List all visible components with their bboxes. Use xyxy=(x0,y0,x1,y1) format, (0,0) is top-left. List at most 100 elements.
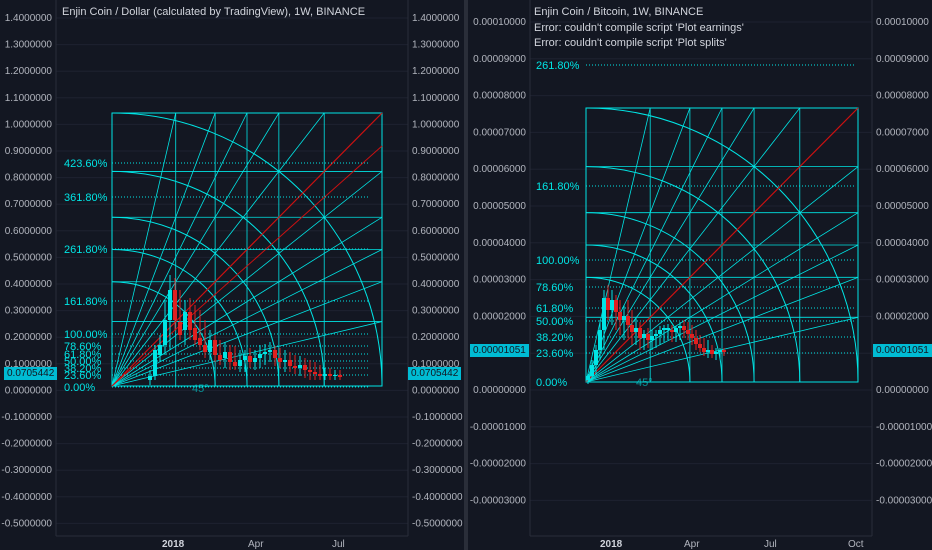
chart-canvas-right[interactable]: 0.00010000 0.00010000 0.00009000 0.00009000… xyxy=(468,0,932,550)
candle-body xyxy=(263,352,267,354)
chart-panel-enj-btc[interactable]: 0.00010000 0.00010000 0.00009000 0.00009000… xyxy=(468,0,932,550)
chart-canvas-left[interactable]: 1.4000000 1.4000000 1.3000000 1.3000000 1.20… xyxy=(0,0,464,550)
candle-body xyxy=(646,334,650,340)
price-label-right: -0.00003000 xyxy=(876,495,932,506)
fan-angle-label: 45° xyxy=(192,383,209,395)
price-label-right: 0.00009000 xyxy=(876,54,929,65)
price-label-left: -0.1000000 xyxy=(1,412,52,423)
price-label-left: -0.00001000 xyxy=(470,422,527,433)
price-label-right: 0.00007000 xyxy=(876,127,929,138)
price-label-right: 0.2000000 xyxy=(412,332,460,343)
time-axis-label: Apr xyxy=(248,539,264,550)
panel-divider[interactable] xyxy=(464,0,468,550)
price-label-right: -0.00002000 xyxy=(876,459,932,470)
candle-body xyxy=(634,328,638,332)
fib-level-label: 78.60% xyxy=(536,282,574,294)
trend-line-main xyxy=(585,107,859,383)
candle-body xyxy=(188,312,192,330)
candle-body xyxy=(173,290,177,320)
price-label-right: 0.4000000 xyxy=(412,279,460,290)
candle-body xyxy=(238,360,242,366)
fib-level-label: 38.20% xyxy=(64,363,102,375)
chart-panel-enj-usd[interactable]: 1.4000000 1.4000000 1.3000000 1.3000000 1.20… xyxy=(0,0,464,550)
price-label-right: 1.0000000 xyxy=(412,119,460,130)
chart-title: Enjin Coin / Dollar (calculated by Tradi… xyxy=(62,6,366,18)
price-label-right: 0.00000000 xyxy=(876,385,929,396)
price-label-right: 1.3000000 xyxy=(412,40,460,51)
error-message-earnings: Error: couldn't compile script 'Plot ear… xyxy=(534,22,744,34)
fib-level-label: 61.80% xyxy=(536,303,574,315)
price-label-right: 1.2000000 xyxy=(412,66,460,77)
fib-level-label: 161.80% xyxy=(536,181,580,193)
price-label-right: 0.00002000 xyxy=(876,311,929,322)
candle-body xyxy=(670,330,674,332)
price-label-left: 1.2000000 xyxy=(5,66,53,77)
candle-body xyxy=(273,350,277,358)
candle-body xyxy=(308,370,312,372)
price-label-right: 0.5000000 xyxy=(412,252,460,263)
price-label-left: 0.6000000 xyxy=(5,226,53,237)
candle-body xyxy=(303,365,307,370)
candle-body xyxy=(662,328,666,330)
price-label-left: 0.5000000 xyxy=(5,252,53,263)
fib-level-label: 78.60% xyxy=(64,341,102,353)
candle-body xyxy=(163,320,167,345)
candle-body xyxy=(148,376,152,380)
candle-body xyxy=(338,375,342,377)
candle-body xyxy=(706,350,710,352)
candle-body xyxy=(178,322,182,335)
price-label-right: -0.3000000 xyxy=(412,465,463,476)
fib-fan-ray xyxy=(585,107,723,383)
price-label-left: 0.3000000 xyxy=(5,306,53,317)
candle-body xyxy=(678,326,682,328)
candle-body xyxy=(610,300,614,310)
candle-body xyxy=(168,290,172,320)
price-label-left: 0.8000000 xyxy=(5,173,53,184)
fib-level-label: 161.80% xyxy=(64,296,108,308)
candle-body xyxy=(638,328,642,338)
price-label-left: -0.5000000 xyxy=(1,518,52,529)
price-label-right: 0.00005000 xyxy=(876,201,929,212)
candle-body xyxy=(654,334,658,336)
candle-body xyxy=(198,338,202,345)
fan-angle-label: 45° xyxy=(636,377,653,389)
fib-level-label: 23.60% xyxy=(64,370,102,382)
price-label-right: 1.4000000 xyxy=(412,13,460,24)
fib-level-label: 50.00% xyxy=(64,356,102,368)
price-label-right: 0.8000000 xyxy=(412,173,460,184)
candle-body xyxy=(233,362,237,366)
fib-fan-ray xyxy=(585,166,859,383)
price-label-left: 0.00010000 xyxy=(473,17,526,28)
fib-fan-ray xyxy=(585,107,651,383)
candle-body xyxy=(718,350,722,352)
candle-body xyxy=(722,350,726,352)
price-label-left: 0.9000000 xyxy=(5,146,53,157)
price-label-left: 0.00006000 xyxy=(473,164,526,175)
fib-fan-ray xyxy=(111,112,325,387)
candle-body xyxy=(714,352,718,354)
time-axis-label: 2018 xyxy=(600,539,623,550)
candle-body xyxy=(686,330,690,334)
price-label-right: 0.6000000 xyxy=(412,226,460,237)
fib-fan-ray xyxy=(585,107,691,383)
candle-body xyxy=(328,374,332,376)
time-axis-label: 2018 xyxy=(162,539,185,550)
price-label-right: -0.00001000 xyxy=(876,422,932,433)
fib-level-label: 261.80% xyxy=(536,60,580,72)
fib-fan-ray xyxy=(111,112,248,387)
price-label-left: -0.4000000 xyxy=(1,492,52,503)
price-tag-left-axis: 0.0705442 xyxy=(4,367,58,380)
price-label-left: 0.00008000 xyxy=(473,91,526,102)
price-label-left: 0.00009000 xyxy=(473,54,526,65)
candle-body xyxy=(606,298,610,310)
candle-body xyxy=(203,345,207,352)
candle-body xyxy=(690,334,694,338)
price-label-left: -0.2000000 xyxy=(1,439,52,450)
candle-body xyxy=(278,358,282,362)
fib-level-label: 423.60% xyxy=(64,158,108,170)
candle-body xyxy=(622,316,626,320)
candle-body xyxy=(618,312,622,320)
candle-body xyxy=(243,356,247,360)
price-label-left: 0.00004000 xyxy=(473,238,526,249)
fib-level-label: 100.00% xyxy=(64,329,108,341)
